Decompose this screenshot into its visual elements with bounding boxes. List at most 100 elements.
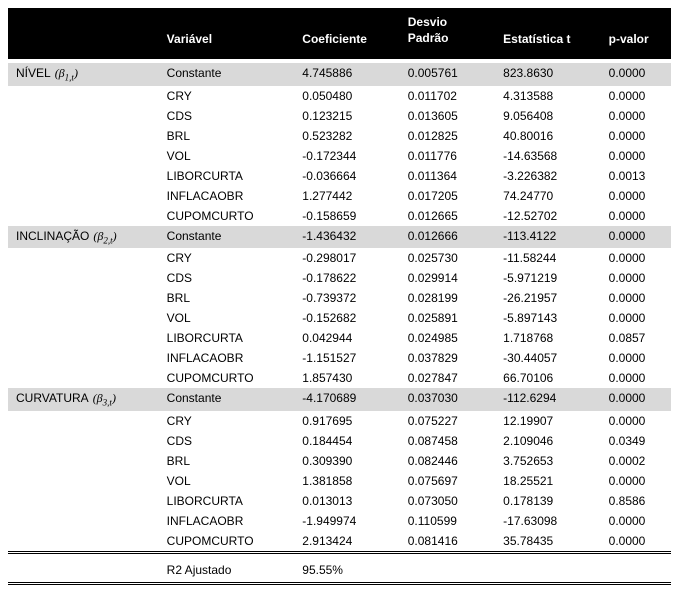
tstat-cell: 4.313588 bbox=[495, 86, 600, 106]
header-desvio-padrao: Desvio Padrão bbox=[400, 8, 495, 58]
variable-cell: VOL bbox=[159, 471, 295, 491]
pval-cell: 0.0002 bbox=[601, 451, 671, 471]
coef-cell: 0.917695 bbox=[294, 411, 399, 431]
table-row: LIBORCURTA0.0130130.0730500.1781390.8586 bbox=[8, 491, 671, 511]
regression-table: Variável Coeficiente Desvio Padrão Estat… bbox=[8, 8, 671, 589]
pval-cell: 0.0000 bbox=[601, 268, 671, 288]
variable-cell: LIBORCURTA bbox=[159, 328, 295, 348]
tstat-cell: -3.226382 bbox=[495, 166, 600, 186]
coef-cell: -0.739372 bbox=[294, 288, 399, 308]
pval-cell: 0.8586 bbox=[601, 491, 671, 511]
group-cell bbox=[8, 186, 159, 206]
dp-cell: 0.011776 bbox=[400, 146, 495, 166]
group-cell bbox=[8, 268, 159, 288]
variable-cell: CRY bbox=[159, 411, 295, 431]
group-label-text: INCLINAÇÃO bbox=[16, 229, 89, 243]
coef-cell: -1.949974 bbox=[294, 511, 399, 531]
pval-cell: 0.0000 bbox=[601, 348, 671, 368]
pval-cell: 0.0000 bbox=[601, 411, 671, 431]
table-row: BRL0.5232820.01282540.800160.0000 bbox=[8, 126, 671, 146]
pval-cell: 0.0000 bbox=[601, 531, 671, 553]
group-cell bbox=[8, 166, 159, 186]
variable-cell: CRY bbox=[159, 86, 295, 106]
group-cell bbox=[8, 451, 159, 471]
tstat-cell: 2.109046 bbox=[495, 431, 600, 451]
dp-cell: 0.011364 bbox=[400, 166, 495, 186]
tstat-cell: 35.78435 bbox=[495, 531, 600, 553]
group-cell bbox=[8, 146, 159, 166]
coef-cell: -1.151527 bbox=[294, 348, 399, 368]
table-row: CUPOMCURTO2.9134240.08141635.784350.0000 bbox=[8, 531, 671, 553]
pval-cell: 0.0000 bbox=[601, 368, 671, 388]
coef-cell: 2.913424 bbox=[294, 531, 399, 553]
footer-value: 95.55% bbox=[294, 558, 399, 584]
variable-cell: Constante bbox=[159, 226, 295, 248]
pval-cell: 0.0000 bbox=[601, 206, 671, 226]
tstat-cell: -26.21957 bbox=[495, 288, 600, 308]
coef-cell: -0.152682 bbox=[294, 308, 399, 328]
variable-cell: CDS bbox=[159, 268, 295, 288]
pval-cell: 0.0349 bbox=[601, 431, 671, 451]
table-row: VOL1.3818580.07569718.255210.0000 bbox=[8, 471, 671, 491]
tstat-cell: -5.971219 bbox=[495, 268, 600, 288]
group-cell bbox=[8, 328, 159, 348]
dp-cell: 0.087458 bbox=[400, 431, 495, 451]
coef-cell: -0.172344 bbox=[294, 146, 399, 166]
group-cell bbox=[8, 206, 159, 226]
pval-cell: 0.0000 bbox=[601, 471, 671, 491]
group-cell bbox=[8, 248, 159, 268]
coef-cell: 0.013013 bbox=[294, 491, 399, 511]
coef-cell: 0.184454 bbox=[294, 431, 399, 451]
table-row: CRY0.9176950.07522712.199070.0000 bbox=[8, 411, 671, 431]
group-cell bbox=[8, 471, 159, 491]
group-cell bbox=[8, 531, 159, 553]
variable-cell: LIBORCURTA bbox=[159, 166, 295, 186]
pval-cell: 0.0857 bbox=[601, 328, 671, 348]
tstat-cell: -12.52702 bbox=[495, 206, 600, 226]
group-cell bbox=[8, 126, 159, 146]
tstat-cell: -113.4122 bbox=[495, 226, 600, 248]
dp-cell: 0.012666 bbox=[400, 226, 495, 248]
group-cell bbox=[8, 431, 159, 451]
group-cell: CURVATURA (β3,t) bbox=[8, 388, 159, 410]
table-row: CDS0.1232150.0136059.0564080.0000 bbox=[8, 106, 671, 126]
variable-cell: INFLACAOBR bbox=[159, 186, 295, 206]
tstat-cell: -17.63098 bbox=[495, 511, 600, 531]
group-beta: (β3,t) bbox=[93, 391, 116, 407]
variable-cell: VOL bbox=[159, 308, 295, 328]
tstat-cell: 40.80016 bbox=[495, 126, 600, 146]
variable-cell: LIBORCURTA bbox=[159, 491, 295, 511]
group-cell bbox=[8, 308, 159, 328]
dp-cell: 0.075227 bbox=[400, 411, 495, 431]
table-row: CRY-0.2980170.025730-11.582440.0000 bbox=[8, 248, 671, 268]
pval-cell: 0.0000 bbox=[601, 106, 671, 126]
table-row: INCLINAÇÃO(β2,t)Constante-1.4364320.0126… bbox=[8, 226, 671, 248]
header-row: Variável Coeficiente Desvio Padrão Estat… bbox=[8, 8, 671, 58]
table-row: CRY0.0504800.0117024.3135880.0000 bbox=[8, 86, 671, 106]
dp-cell: 0.073050 bbox=[400, 491, 495, 511]
coef-cell: 0.123215 bbox=[294, 106, 399, 126]
tstat-cell: 9.056408 bbox=[495, 106, 600, 126]
tstat-cell: 3.752653 bbox=[495, 451, 600, 471]
group-label-text: CURVATURA bbox=[16, 391, 89, 405]
group-cell bbox=[8, 491, 159, 511]
pval-cell: 0.0000 bbox=[601, 308, 671, 328]
tstat-cell: 66.70106 bbox=[495, 368, 600, 388]
group-cell bbox=[8, 288, 159, 308]
table-row: CURVATURA(β3,t)Constante-4.1706890.03703… bbox=[8, 388, 671, 410]
dp-cell: 0.025730 bbox=[400, 248, 495, 268]
table-row: INFLACAOBR-1.1515270.037829-30.440570.00… bbox=[8, 348, 671, 368]
group-cell bbox=[8, 368, 159, 388]
tstat-cell: 18.25521 bbox=[495, 471, 600, 491]
variable-cell: BRL bbox=[159, 288, 295, 308]
coef-cell: -0.158659 bbox=[294, 206, 399, 226]
variable-cell: Constante bbox=[159, 388, 295, 410]
dp-cell: 0.024985 bbox=[400, 328, 495, 348]
coef-cell: 4.745886 bbox=[294, 63, 399, 85]
dp-cell: 0.081416 bbox=[400, 531, 495, 553]
variable-cell: VOL bbox=[159, 146, 295, 166]
variable-cell: Constante bbox=[159, 63, 295, 85]
table-row: LIBORCURTA-0.0366640.011364-3.2263820.00… bbox=[8, 166, 671, 186]
table-body: NÍVEL(β1,t)Constante4.7458860.005761823.… bbox=[8, 58, 671, 589]
coef-cell: -0.178622 bbox=[294, 268, 399, 288]
